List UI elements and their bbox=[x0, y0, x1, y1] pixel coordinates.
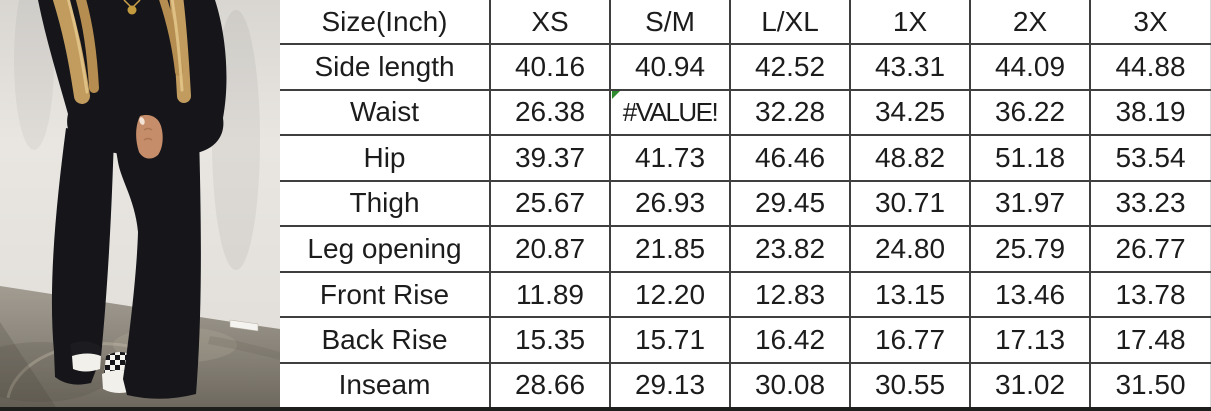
size-value-cell: 16.77 bbox=[850, 317, 971, 364]
table-row-back-rise: Back Rise 15.35 15.71 16.42 16.77 17.13 … bbox=[280, 317, 1211, 364]
row-label: Front Rise bbox=[280, 271, 491, 319]
size-value-cell: 44.88 bbox=[1090, 44, 1211, 91]
size-value-cell: 23.82 bbox=[730, 226, 851, 273]
size-value-cell: 24.80 bbox=[850, 226, 971, 273]
header-cell-xs: XS bbox=[490, 0, 611, 46]
size-value-cell: 25.67 bbox=[490, 180, 611, 228]
error-value-text: #VALUE! bbox=[622, 96, 719, 127]
size-table: Size(Inch) XS S/M L/XL 1X 2X 3X Side len… bbox=[280, 0, 1211, 407]
hair-strand-left-2 bbox=[75, 0, 99, 93]
row-label: Hip bbox=[280, 135, 491, 182]
size-value-cell: 30.55 bbox=[850, 362, 971, 407]
hair bbox=[52, 0, 191, 104]
size-value-cell: 53.54 bbox=[1090, 135, 1211, 182]
row-label: Leg opening bbox=[280, 226, 491, 273]
size-value-cell: 29.13 bbox=[610, 362, 731, 407]
size-value-cell: 32.28 bbox=[730, 89, 851, 137]
pants-left-leg bbox=[51, 128, 114, 385]
baseboard bbox=[229, 319, 259, 332]
size-value-cell: 15.71 bbox=[610, 317, 731, 364]
size-chart: Size(Inch) XS S/M L/XL 1X 2X 3X Side len… bbox=[280, 0, 1211, 407]
table-row-inseam: Inseam 28.66 29.13 30.08 30.55 31.02 31.… bbox=[280, 362, 1211, 407]
hair-highlight-right bbox=[170, 0, 184, 92]
size-value-cell: 21.85 bbox=[610, 226, 731, 273]
size-value-cell: 25.79 bbox=[970, 226, 1091, 273]
header-row: Size(Inch) XS S/M L/XL 1X 2X 3X bbox=[280, 0, 1211, 46]
size-value-cell: 26.38 bbox=[490, 89, 611, 137]
table-row-waist: Waist 26.38 #VALUE! 32.28 34.25 36.22 38… bbox=[280, 89, 1211, 137]
size-value-cell: 40.16 bbox=[490, 44, 611, 91]
size-value-cell: 51.18 bbox=[970, 135, 1091, 182]
row-label: Waist bbox=[280, 89, 491, 137]
hair-strand-right-2 bbox=[159, 0, 183, 76]
size-value-cell: 17.13 bbox=[970, 317, 1091, 364]
size-value-cell: 33.23 bbox=[1090, 180, 1211, 228]
size-value-cell: 30.08 bbox=[730, 362, 851, 407]
fingernail bbox=[139, 117, 145, 125]
header-cell-lxl: L/XL bbox=[730, 0, 851, 46]
hand-in-pocket bbox=[136, 115, 163, 159]
wall-shadow-left bbox=[14, 0, 54, 150]
floor-streak bbox=[208, 336, 280, 360]
size-value-cell: 36.22 bbox=[970, 89, 1091, 137]
size-value-cell: 48.82 bbox=[850, 135, 971, 182]
error-value-cell: #VALUE! bbox=[610, 89, 731, 137]
size-value-cell: 40.94 bbox=[610, 44, 731, 91]
row-label: Thigh bbox=[280, 180, 491, 228]
table-row-hip: Hip 39.37 41.73 46.46 48.82 51.18 53.54 bbox=[280, 135, 1211, 182]
size-value-cell: 34.25 bbox=[850, 89, 971, 137]
size-value-cell: 42.52 bbox=[730, 44, 851, 91]
table-row-side-length: Side length 40.16 40.94 42.52 43.31 44.0… bbox=[280, 44, 1211, 91]
necklace-pendant bbox=[127, 5, 137, 15]
error-indicator-icon bbox=[612, 90, 620, 99]
hair-strand-right bbox=[169, 0, 191, 103]
knuckle-lines bbox=[143, 127, 153, 141]
row-label: Side length bbox=[280, 44, 491, 91]
product-photo bbox=[0, 0, 280, 407]
header-cell-1x: 1X bbox=[850, 0, 971, 46]
size-value-cell: 39.37 bbox=[490, 135, 611, 182]
table-row-leg-opening: Leg opening 20.87 21.85 23.82 24.80 25.7… bbox=[280, 226, 1211, 273]
size-value-cell: 20.87 bbox=[490, 226, 611, 273]
size-value-cell: 17.48 bbox=[1090, 317, 1211, 364]
size-value-cell: 13.46 bbox=[970, 271, 1091, 319]
size-value-cell: 44.09 bbox=[970, 44, 1091, 91]
size-value-cell: 12.83 bbox=[730, 271, 851, 319]
size-value-cell: 46.46 bbox=[730, 135, 851, 182]
size-value-cell: 15.35 bbox=[490, 317, 611, 364]
size-value-cell: 26.77 bbox=[1090, 226, 1211, 273]
size-value-cell: 28.66 bbox=[490, 362, 611, 407]
row-label: Inseam bbox=[280, 362, 491, 407]
table-row-front-rise: Front Rise 11.89 12.20 12.83 13.15 13.46… bbox=[280, 271, 1211, 319]
size-value-cell: 31.50 bbox=[1090, 362, 1211, 407]
size-value-cell: 31.02 bbox=[970, 362, 1091, 407]
model-photo-illustration bbox=[0, 0, 280, 407]
pants-right-leg bbox=[114, 132, 201, 399]
left-shoe-sole bbox=[72, 353, 101, 372]
size-value-cell: 43.31 bbox=[850, 44, 971, 91]
header-cell-size: Size(Inch) bbox=[280, 0, 491, 46]
size-value-cell: 12.20 bbox=[610, 271, 731, 319]
size-value-cell: 30.71 bbox=[850, 180, 971, 228]
hair-highlight-left bbox=[66, 0, 89, 94]
size-value-cell: 29.45 bbox=[730, 180, 851, 228]
size-value-cell: 31.97 bbox=[970, 180, 1091, 228]
size-value-cell: 38.19 bbox=[1090, 89, 1211, 137]
header-cell-2x: 2X bbox=[970, 0, 1091, 46]
size-value-cell: 41.73 bbox=[610, 135, 731, 182]
size-value-cell: 16.42 bbox=[730, 317, 851, 364]
size-value-cell: 11.89 bbox=[490, 271, 611, 319]
size-value-cell: 13.78 bbox=[1090, 271, 1211, 319]
row-label: Back Rise bbox=[280, 317, 491, 364]
hair-strand-left bbox=[52, 0, 90, 104]
header-cell-sm: S/M bbox=[610, 0, 731, 46]
floor-corner-shadow bbox=[0, 322, 56, 407]
size-value-cell: 26.93 bbox=[610, 180, 731, 228]
header-cell-3x: 3X bbox=[1090, 0, 1211, 46]
table-row-thigh: Thigh 25.67 26.93 29.45 30.71 31.97 33.2… bbox=[280, 180, 1211, 228]
size-value-cell: 13.15 bbox=[850, 271, 971, 319]
